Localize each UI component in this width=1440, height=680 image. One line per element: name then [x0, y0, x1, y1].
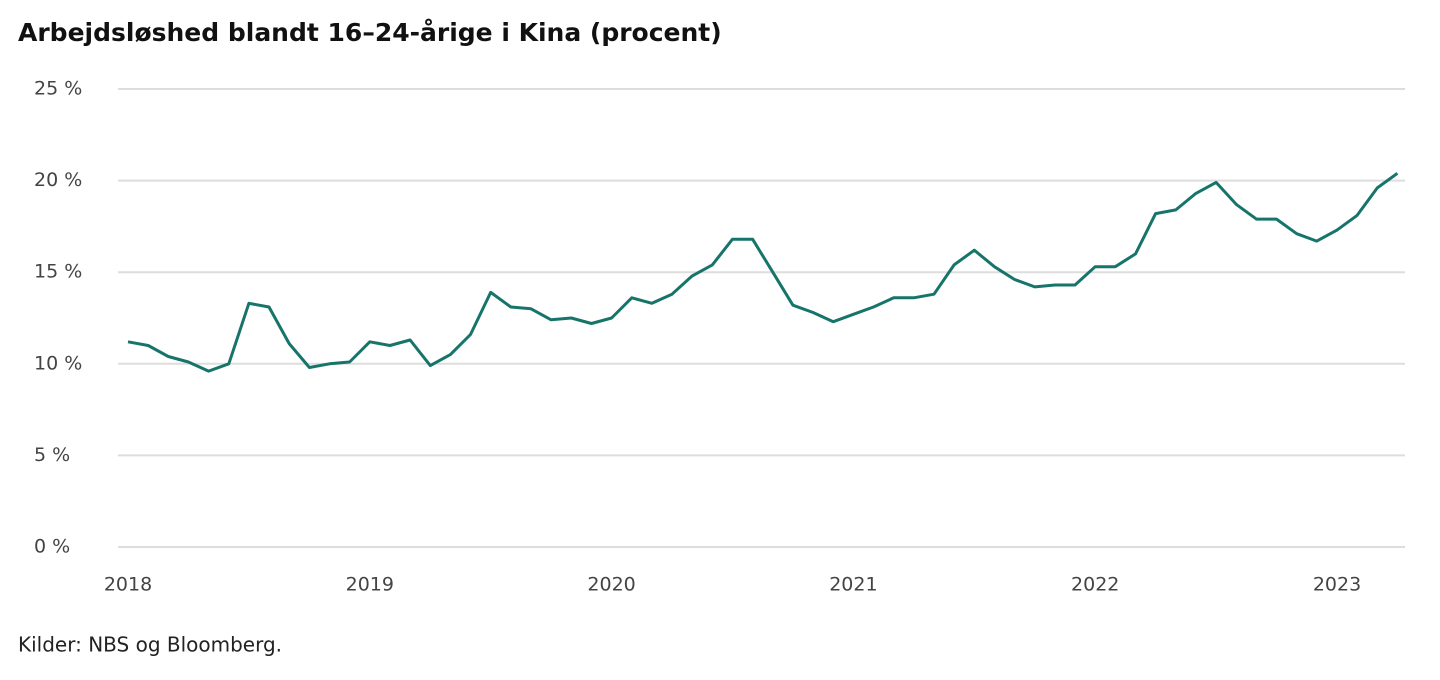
data-line: [127, 172, 1399, 373]
chart-title: Arbejdsløshed blandt 16–24-årige i Kina …: [18, 18, 722, 47]
y-tick-label: 0 %: [34, 536, 70, 558]
y-tick-label: 10 %: [34, 352, 82, 374]
x-tick-label: 2018: [104, 574, 152, 596]
x-tick-label: 2021: [829, 574, 877, 596]
y-tick-label: 25 %: [34, 78, 82, 100]
x-tick-label: 2022: [1071, 574, 1119, 596]
x-tick-label: 2019: [346, 574, 394, 596]
source-note: Kilder: NBS og Bloomberg.: [18, 633, 282, 657]
x-tick-label: 2020: [587, 574, 635, 596]
y-tick-label: 20 %: [34, 169, 82, 191]
y-tick-label: 15 %: [34, 261, 82, 283]
x-tick-label: 2023: [1313, 574, 1361, 596]
y-tick-label: 5 %: [34, 444, 70, 466]
